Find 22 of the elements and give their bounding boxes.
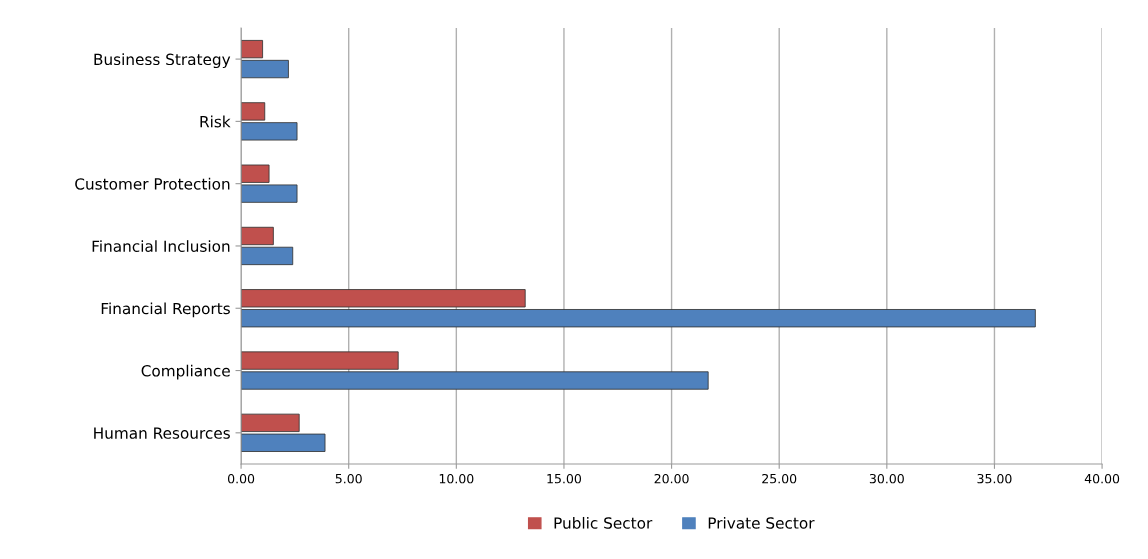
- x-tick-label: 35.00: [977, 473, 1012, 484]
- x-tick-label: 25.00: [762, 473, 797, 484]
- y-tick-label: Financial Inclusion: [92, 240, 230, 252]
- x-tick-label: 20.00: [654, 473, 689, 484]
- x-tick-label: 0.00: [227, 473, 255, 484]
- legend-label: Private Sector: [708, 516, 815, 529]
- y-tick-label: Compliance: [141, 364, 230, 380]
- bar: [241, 59, 289, 79]
- legend-label: Public Sector: [554, 516, 653, 529]
- bar: [241, 226, 274, 246]
- x-tick-label: 30.00: [869, 473, 904, 484]
- y-tick-label: Financial Reports: [101, 302, 230, 318]
- bar: [241, 246, 294, 266]
- x-tick-label: 10.00: [439, 473, 474, 484]
- y-tick-label: Customer Protection: [75, 177, 230, 190]
- bar: [241, 39, 264, 59]
- y-tick-label: Human Resources: [94, 427, 230, 439]
- y-tick-label: Business Strategy: [94, 53, 231, 69]
- x-tick-label: 5.00: [335, 473, 362, 484]
- y-tick-label: Risk: [200, 115, 231, 128]
- x-tick-label: 15.00: [547, 473, 582, 484]
- x-tick-label: 40.00: [1084, 473, 1120, 484]
